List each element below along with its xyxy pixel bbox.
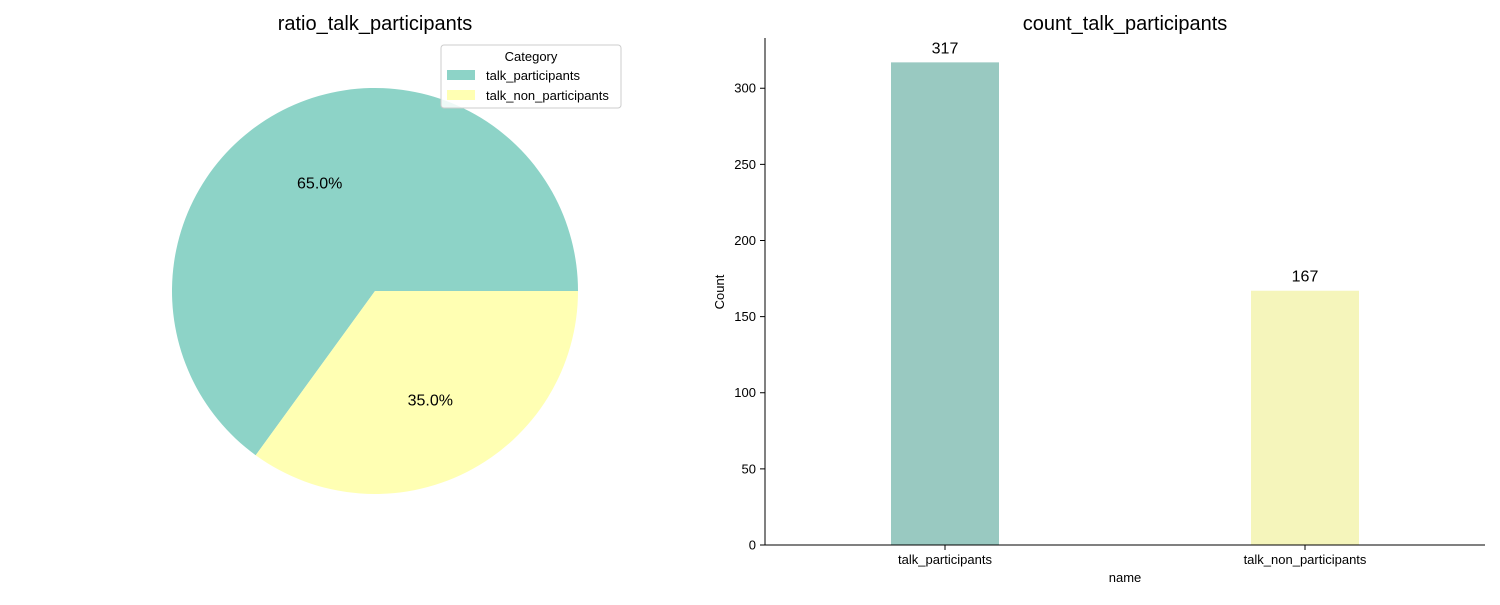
legend-label-talk-participants: talk_participants [486, 68, 580, 83]
legend-frame [440, 44, 622, 109]
y-tick-label: 0 [749, 538, 756, 553]
pie-slice-talk-participants [171, 87, 578, 456]
pie-slice-talk-non-participants [255, 291, 578, 494]
bar-bars [891, 62, 1359, 546]
y-tick-label: 150 [734, 309, 756, 324]
bar-value-label-talk-participants: 317 [932, 40, 959, 57]
pie-value-label-talk-participants: 65.0% [297, 175, 342, 192]
legend-title: Category [505, 49, 558, 64]
x-tick-label-talk-non-participants: talk_non_participants [1244, 552, 1367, 567]
pie-chart: ratio_talk_participants 65.0% 35.0% Categ… [171, 13, 622, 494]
bar-y-ticks: 0 50 100 150 200 250 300 [734, 81, 765, 553]
pie-labels: 65.0% 35.0% [297, 175, 453, 409]
y-tick-label: 200 [734, 233, 756, 248]
bar-talk-participants [891, 62, 999, 546]
bar-y-axis-label: Count [712, 274, 727, 309]
y-tick-label: 100 [734, 385, 756, 400]
x-tick-label-talk-participants: talk_participants [898, 552, 992, 567]
bar-value-label-talk-non-participants: 167 [1292, 269, 1319, 286]
bar-x-ticks: talk_participants talk_non_participants [898, 545, 1367, 567]
y-tick-label: 300 [734, 81, 756, 96]
bar-x-axis-label: name [1109, 570, 1142, 585]
bar-title: count_talk_participants [1023, 13, 1228, 35]
bar-data-labels: 317 167 [932, 40, 1319, 285]
pie-value-label-talk-non-participants: 35.0% [408, 393, 453, 410]
legend-swatch-talk-non-participants [447, 90, 475, 100]
y-tick-label: 50 [742, 461, 756, 476]
y-tick-label: 250 [734, 157, 756, 172]
bar-chart: count_talk_participants 0 50 100 150 200 250 3… [712, 13, 1485, 585]
legend-label-talk-non-participants: talk_non_participants [486, 88, 609, 103]
pie-legend: Category talk_participants talk_non_part… [440, 44, 622, 109]
pie-title: ratio_talk_participants [278, 13, 473, 35]
pie-slices [171, 87, 578, 494]
legend-swatch-talk-participants [447, 70, 475, 80]
bar-talk-non-participants [1251, 290, 1359, 545]
